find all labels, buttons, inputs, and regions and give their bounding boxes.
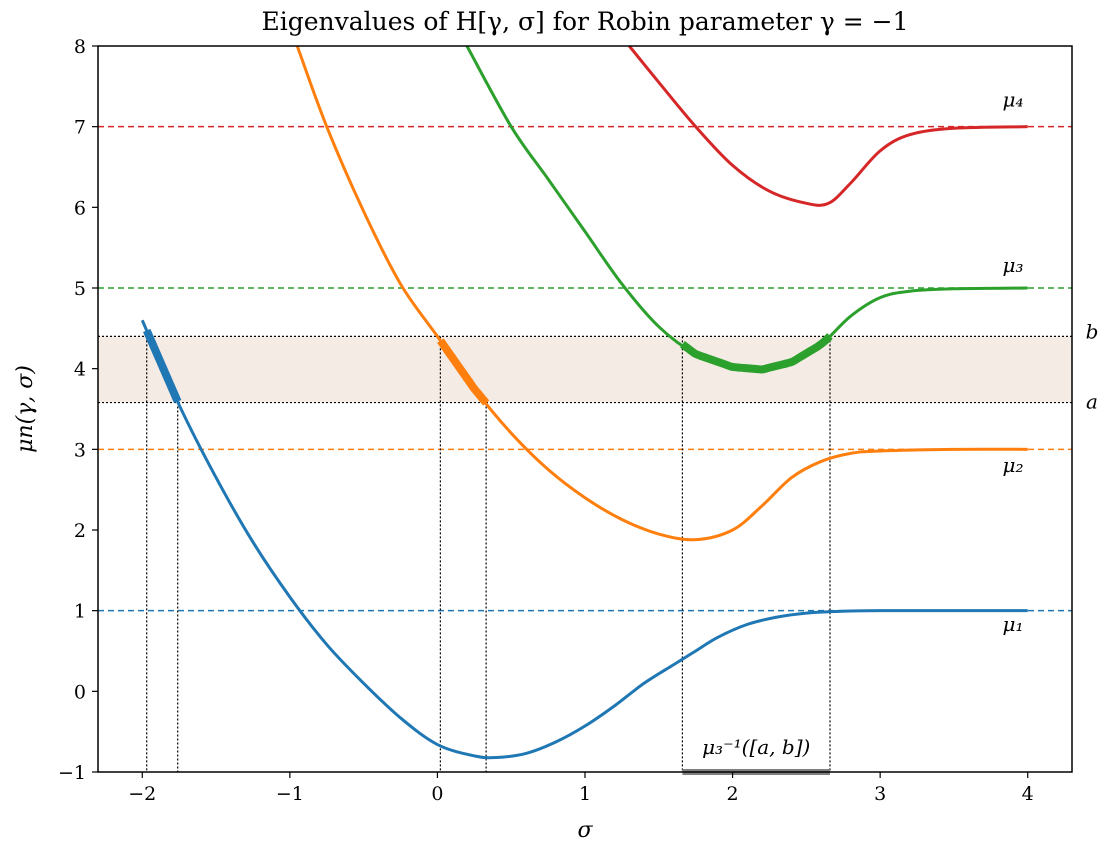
x-tick-label: −1 [276, 783, 304, 805]
curve-mu-2 [295, 46, 1028, 542]
y-tick-label: 3 [74, 439, 86, 461]
curve-highlight-mu-3 [680, 333, 833, 374]
curve-label-mu-3: μ₃ [1002, 253, 1023, 277]
x-tick-label: −2 [128, 783, 156, 805]
x-tick-label: 4 [1022, 783, 1034, 805]
curve-label-mu-1: μ₁ [1002, 612, 1023, 636]
curve-mu-3 [465, 46, 1028, 372]
band-label-a: a [1086, 390, 1098, 414]
y-tick-label: −1 [58, 762, 86, 784]
curve-label-mu-4: μ₄ [1002, 88, 1023, 112]
y-tick-label: 7 [74, 117, 86, 139]
axis-ticks: −2 −1 0 1 2 3 4 −1 0 1 2 3 4 5 6 7 8 [58, 36, 1034, 805]
y-axis-label: μn(γ, σ) [13, 365, 38, 453]
y-tick-label: 4 [74, 359, 86, 381]
x-tick-label: 2 [727, 783, 739, 805]
eigenvalue-curves [140, 46, 1028, 760]
plot-frame [97, 45, 1073, 773]
curve-highlight-mu-2 [437, 338, 490, 406]
y-tick-label: 6 [74, 197, 86, 219]
chart-title: Eigenvalues of H[γ, σ] for Robin paramet… [261, 7, 908, 36]
y-tick-label: 0 [74, 681, 86, 703]
x-tick-label: 0 [431, 783, 443, 805]
x-tick-label: 1 [579, 783, 591, 805]
preimage-label: μ₃⁻¹([a, b]) [702, 735, 810, 759]
y-tick-label: 1 [74, 601, 86, 623]
highlight-band [98, 336, 1072, 403]
x-axis-label: σ [577, 818, 593, 843]
curve-mu-1 [140, 319, 1028, 760]
preimage-vertical-lines [146, 336, 831, 772]
curve-labels: μ₁ μ₂ μ₃ μ₄ b a [1002, 88, 1098, 636]
curve-label-mu-2: μ₂ [1002, 453, 1023, 477]
y-tick-label: 5 [74, 278, 86, 300]
x-tick-label: 3 [874, 783, 886, 805]
curve-highlight-mu-1 [143, 328, 182, 404]
band-label-b: b [1086, 319, 1099, 343]
curve-mu-4 [628, 46, 1028, 207]
y-tick-label: 8 [74, 36, 86, 58]
y-tick-label: 2 [74, 520, 86, 542]
